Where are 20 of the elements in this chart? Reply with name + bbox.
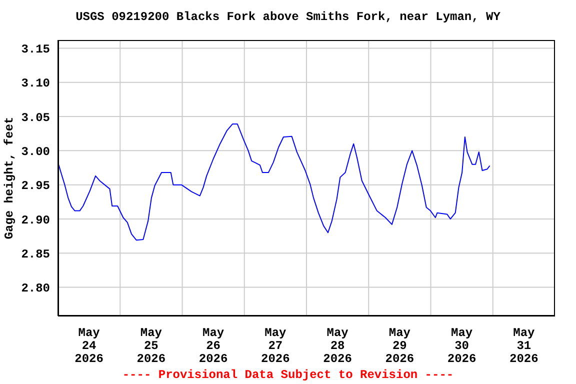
x-tick-label: May 25 2026 [136, 326, 166, 366]
x-tick-label: May 27 2026 [261, 326, 290, 366]
x-tick-label: May 31 2026 [510, 326, 538, 366]
y-tick-label: 3.10 [21, 76, 50, 91]
y-tick-label: 3.15 [21, 42, 50, 56]
chart-title: USGS 09219200 Blacks Fork above Smiths Fork, near Lyman, WY [74, 10, 502, 24]
y-tick-label: 2.85 [21, 247, 50, 262]
x-tick-label: May 26 2026 [198, 326, 228, 366]
x-tick-label: May 28 2026 [323, 326, 352, 366]
y-tick-label: 2.95 [21, 179, 50, 194]
x-tick-label: May 29 2026 [385, 326, 414, 366]
x-tick-label: May 24 2026 [74, 326, 104, 366]
y-tick-label: 3.05 [21, 110, 50, 125]
line-series [58, 124, 490, 241]
y-tick-label: 2.90 [21, 213, 50, 228]
y-axis-title: Gage height, feet [2, 116, 16, 240]
y-tick-label: 2.80 [21, 282, 50, 296]
y-tick-label: 3.00 [21, 144, 50, 159]
text: ---- Provisional Data Subject to Revision ---- [121, 368, 455, 382]
x-tick-label: May 30 2026 [447, 326, 476, 366]
